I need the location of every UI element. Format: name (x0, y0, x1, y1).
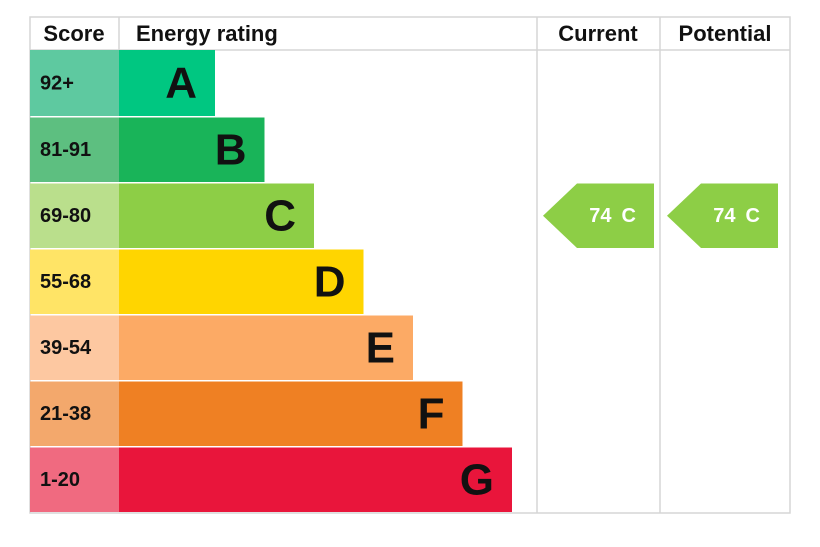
score-cell (30, 249, 119, 314)
current-band: C (622, 205, 636, 227)
score-cell (30, 447, 119, 512)
band-letter: C (264, 191, 296, 240)
current-score: 74 (589, 205, 612, 227)
band-letter: E (366, 323, 395, 372)
score-cell (30, 50, 119, 116)
score-range: 21-38 (40, 403, 91, 425)
header-potential: Potential (679, 21, 772, 46)
band-letter: A (165, 59, 197, 108)
score-range: 1-20 (40, 469, 80, 491)
band-letter: B (215, 125, 247, 174)
header-score: Score (43, 21, 104, 46)
current-arrow (543, 183, 654, 248)
score-range: 39-54 (40, 337, 92, 359)
band-letter: G (460, 455, 494, 504)
rating-bar (119, 50, 215, 116)
band-letter: D (314, 257, 346, 306)
score-range: 55-68 (40, 271, 91, 293)
potential-band: C (746, 205, 760, 227)
potential-score: 74 (713, 205, 736, 227)
rating-bar (119, 249, 364, 314)
header-rating: Energy rating (136, 21, 278, 46)
score-range: 81-91 (40, 139, 91, 161)
score-cell (30, 117, 119, 182)
rating-bar (119, 447, 512, 512)
band-letter: F (418, 389, 445, 438)
rating-bar (119, 315, 413, 380)
score-cell (30, 183, 119, 248)
score-cell (30, 315, 119, 380)
score-range: 69-80 (40, 205, 91, 227)
potential-arrow (667, 183, 778, 248)
score-cell (30, 381, 119, 446)
score-range: 92+ (40, 72, 74, 94)
rating-bar (119, 183, 314, 248)
rating-bar (119, 117, 265, 182)
header-current: Current (558, 21, 638, 46)
rating-bar (119, 381, 463, 446)
